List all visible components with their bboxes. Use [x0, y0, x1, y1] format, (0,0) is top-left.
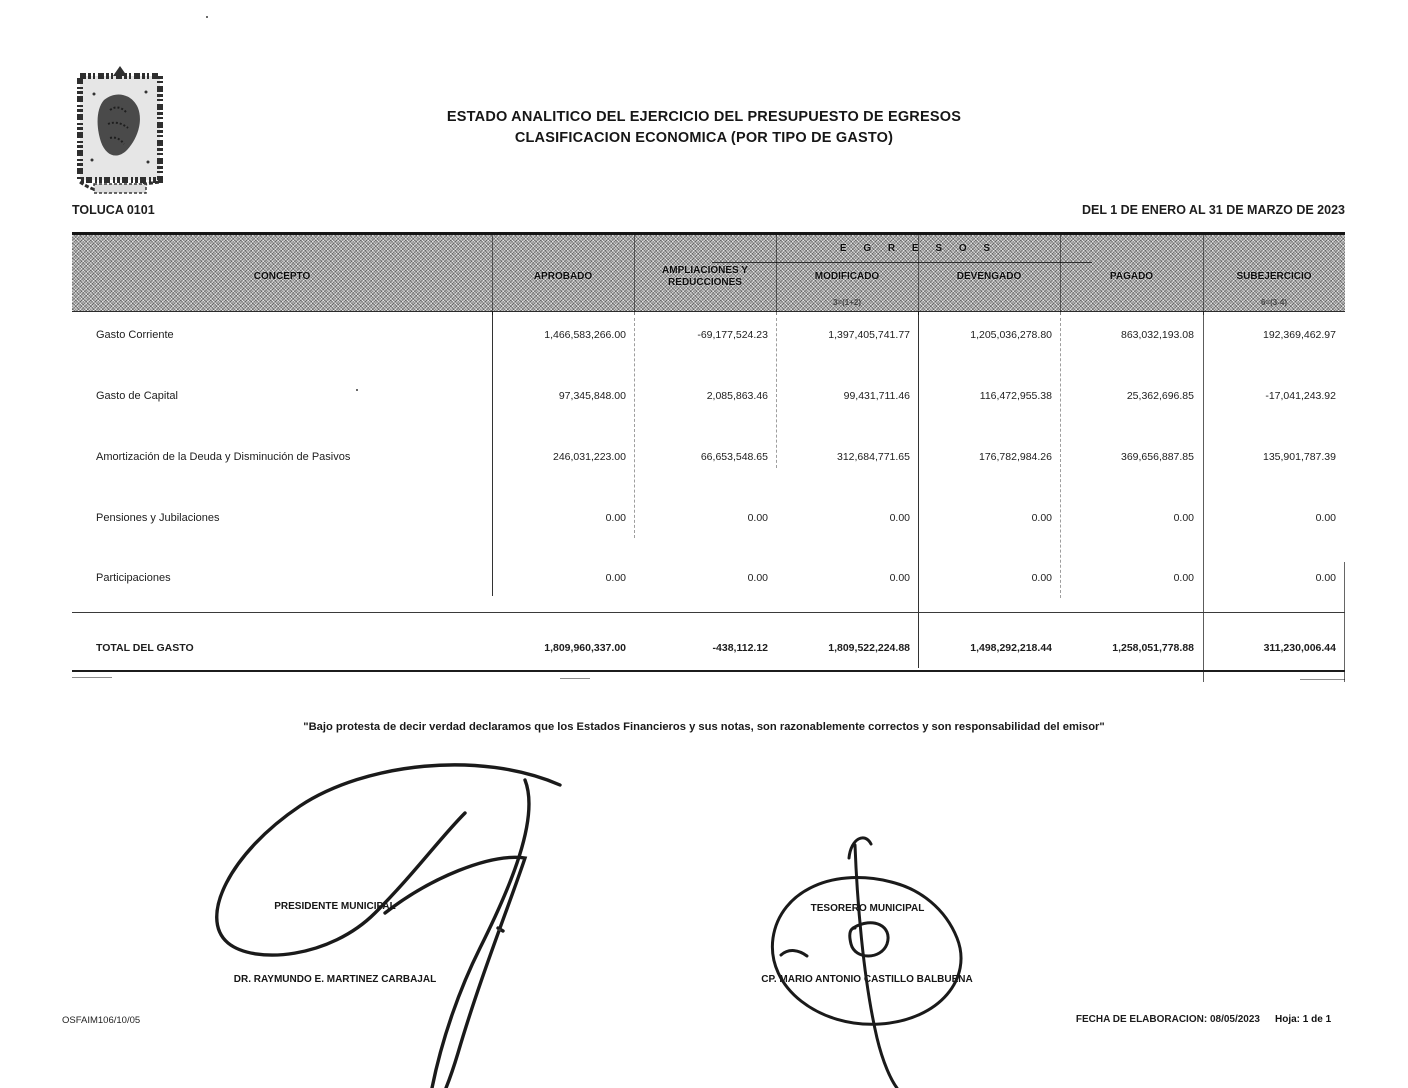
- header-col-separator: [492, 235, 493, 315]
- scan-speck: [356, 389, 358, 391]
- cell-pagado: 369,656,887.85: [1121, 451, 1194, 463]
- cell-modificado: 1,809,522,224.88: [828, 642, 910, 654]
- formula-hint-subejercicio: 6=(3-4): [1260, 298, 1287, 307]
- cell-aprobado: 97,345,848.00: [558, 390, 626, 402]
- scan-artifact-line: [1300, 679, 1345, 680]
- table-row: Participaciones 0.00 0.00 0.00 0.00 0.00…: [72, 571, 1345, 585]
- header-col-separator: [918, 235, 919, 315]
- cell-devengado: 116,472,955.38: [979, 390, 1052, 402]
- entity-label: TOLUCA 0101: [72, 203, 155, 217]
- column-rule: [1203, 312, 1204, 682]
- column-rule: [634, 318, 635, 538]
- cell-subejercicio: 192,369,462.97: [1263, 329, 1336, 341]
- cell-modificado: 99,431,711.46: [843, 390, 910, 402]
- cell-aprobado: 1,466,583,266.00: [544, 329, 626, 341]
- column-rule: [918, 312, 919, 668]
- column-header-concepto: CONCEPTO: [253, 271, 311, 282]
- cell-devengado: 0.00: [1031, 572, 1052, 584]
- cell-pagado: 25,362,696.85: [1126, 390, 1194, 402]
- table-bottom-line: [72, 670, 1345, 672]
- page-title: ESTADO ANALITICO DEL EJERCICIO DEL PRESU…: [0, 107, 1408, 149]
- table-row: Pensiones y Jubilaciones 0.00 0.00 0.00 …: [72, 511, 1345, 525]
- signature-title-presidente: PRESIDENTE MUNICIPAL: [274, 901, 396, 912]
- cell-devengado: 1,498,292,218.44: [970, 642, 1052, 654]
- column-header-devengado: DEVENGADO: [956, 271, 1022, 282]
- cell-pagado: 1,258,051,778.88: [1112, 642, 1194, 654]
- signature-name-tesorero: CP. MARIO ANTONIO CASTILLO BALBUENA: [761, 974, 973, 985]
- cell-subejercicio: 0.00: [1315, 512, 1336, 524]
- total-row: TOTAL DEL GASTO 1,809,960,337.00 -438,11…: [72, 641, 1345, 655]
- header-col-separator: [634, 235, 635, 315]
- column-header-ampliaciones: AMPLIACIONES Y REDUCCIONES: [662, 265, 748, 288]
- cell-modificado: 312,684,771.65: [837, 451, 910, 463]
- signature-title-tesorero: TESORERO MUNICIPAL: [810, 903, 925, 914]
- cell-aprobado: 0.00: [605, 572, 626, 584]
- budget-table: E G R E S O S CONCEPTO APROBADO AMPLIACI…: [72, 232, 1345, 690]
- column-header-pagado: PAGADO: [1109, 271, 1154, 282]
- municipal-seal-logo: [77, 66, 163, 194]
- cell-concepto: TOTAL DEL GASTO: [96, 642, 194, 654]
- cell-concepto: Participaciones: [96, 572, 171, 584]
- cell-concepto: Gasto Corriente: [96, 329, 174, 341]
- column-rule: [492, 312, 493, 596]
- cell-aprobado: 1,809,960,337.00: [544, 642, 626, 654]
- cell-subejercicio: 135,901,787.39: [1263, 451, 1336, 463]
- cell-devengado: 0.00: [1031, 512, 1052, 524]
- form-code: OSFAIM106/10/05: [62, 1015, 141, 1026]
- cell-ampliaciones: 0.00: [747, 512, 768, 524]
- column-rule: [1060, 318, 1061, 598]
- cell-aprobado: 0.00: [605, 512, 626, 524]
- cell-ampliaciones: -438,112.12: [712, 642, 768, 654]
- header-col-separator: [1203, 235, 1204, 315]
- table-row: Amortización de la Deuda y Disminución d…: [72, 450, 1345, 464]
- cell-aprobado: 246,031,223.00: [553, 451, 626, 463]
- page-number: Hoja: 1 de 1: [1275, 1014, 1332, 1025]
- cell-pagado: 0.00: [1173, 512, 1194, 524]
- table-row: Gasto de Capital 97,345,848.00 2,085,863…: [72, 389, 1345, 403]
- cell-subejercicio: -17,041,243.92: [1265, 390, 1336, 402]
- column-header-subejercicio: SUBEJERCICIO: [1236, 271, 1312, 282]
- cell-ampliaciones: -69,177,524.23: [697, 329, 768, 341]
- column-rule: [776, 318, 777, 468]
- cell-devengado: 1,205,036,278.80: [970, 329, 1052, 341]
- cell-pagado: 0.00: [1173, 572, 1194, 584]
- title-line-1: ESTADO ANALITICO DEL EJERCICIO DEL PRESU…: [446, 109, 962, 125]
- group-header-egresos: E G R E S O S: [839, 243, 998, 254]
- cell-subejercicio: 0.00: [1315, 572, 1336, 584]
- elaboration-date: FECHA DE ELABORACION: 08/05/2023: [1075, 1014, 1260, 1025]
- signature-scribble-right: [770, 836, 963, 1088]
- scan-speck: [498, 929, 501, 931]
- cell-pagado: 863,032,193.08: [1121, 329, 1194, 341]
- cell-ampliaciones: 2,085,863.46: [706, 390, 768, 402]
- table-row: Gasto Corriente 1,466,583,266.00 -69,177…: [72, 328, 1345, 342]
- formula-hint-modificado: 3=(1+2): [832, 298, 862, 307]
- report-period: DEL 1 DE ENERO AL 31 DE MARZO DE 2023: [1081, 203, 1345, 217]
- column-header-modificado: MODIFICADO: [814, 271, 880, 282]
- cell-concepto: Gasto de Capital: [96, 390, 178, 402]
- cell-concepto: Pensiones y Jubilaciones: [96, 512, 220, 524]
- cell-modificado: 0.00: [889, 512, 910, 524]
- scan-speck: [206, 16, 208, 18]
- table-header-band: E G R E S O S CONCEPTO APROBADO AMPLIACI…: [72, 232, 1345, 315]
- cell-ampliaciones: 0.00: [747, 572, 768, 584]
- declaration-statement: "Bajo protesta de decir verdad declaramo…: [303, 721, 1105, 733]
- column-header-aprobado: APROBADO: [533, 271, 593, 282]
- cell-devengado: 176,782,984.26: [979, 451, 1052, 463]
- total-separator-line: [72, 612, 1345, 613]
- title-line-2: CLASIFICACION ECONOMICA (POR TIPO DE GAS…: [514, 130, 894, 146]
- cell-modificado: 1,397,405,741.77: [828, 329, 910, 341]
- cell-ampliaciones: 66,653,548.65: [700, 451, 768, 463]
- egresos-underline: [712, 262, 1092, 263]
- scan-artifact-line: [560, 678, 590, 679]
- signature-scribble-left: [215, 763, 562, 1088]
- header-col-separator: [776, 235, 777, 315]
- cell-subejercicio: 311,230,006.44: [1263, 642, 1336, 654]
- cell-modificado: 0.00: [889, 572, 910, 584]
- scan-artifact-line: [72, 677, 112, 678]
- column-rule: [1344, 562, 1345, 682]
- signature-name-presidente: DR. RAYMUNDO E. MARTINEZ CARBAJAL: [233, 974, 437, 985]
- header-col-separator: [1060, 235, 1061, 315]
- cell-concepto: Amortización de la Deuda y Disminución d…: [96, 451, 351, 463]
